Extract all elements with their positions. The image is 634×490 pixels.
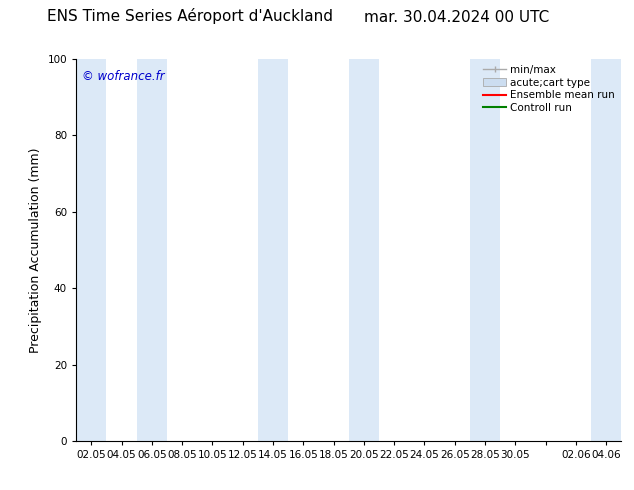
Text: © wofrance.fr: © wofrance.fr: [82, 70, 164, 83]
Bar: [349, 59, 379, 441]
Bar: [137, 59, 167, 441]
Bar: [76, 59, 107, 441]
Text: mar. 30.04.2024 00 UTC: mar. 30.04.2024 00 UTC: [364, 9, 549, 24]
Text: ENS Time Series Aéroport d'Auckland: ENS Time Series Aéroport d'Auckland: [47, 8, 333, 24]
Bar: [470, 59, 500, 441]
Legend: min/max, acute;cart type, Ensemble mean run, Controll run: min/max, acute;cart type, Ensemble mean …: [479, 61, 619, 117]
Bar: [591, 59, 621, 441]
Y-axis label: Precipitation Accumulation (mm): Precipitation Accumulation (mm): [29, 147, 42, 353]
Bar: [258, 59, 288, 441]
